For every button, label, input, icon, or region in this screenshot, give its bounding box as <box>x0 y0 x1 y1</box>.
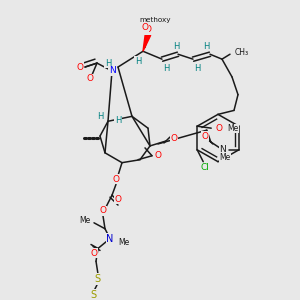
Text: O: O <box>86 74 94 83</box>
Text: Me: Me <box>227 124 238 133</box>
Text: O: O <box>201 132 208 141</box>
Text: O: O <box>145 25 152 34</box>
Text: H: H <box>115 116 121 125</box>
Text: N: N <box>109 67 116 76</box>
Text: Cl: Cl <box>201 163 210 172</box>
Text: CH₃: CH₃ <box>235 48 249 57</box>
Text: N: N <box>219 146 226 154</box>
Text: H: H <box>173 42 179 51</box>
Text: Me: Me <box>118 238 129 247</box>
Text: O: O <box>170 134 178 142</box>
Text: S: S <box>90 290 96 300</box>
Text: N: N <box>106 234 114 244</box>
Text: H: H <box>163 64 169 73</box>
Text: H: H <box>203 42 209 51</box>
Text: O: O <box>112 175 119 184</box>
Text: H: H <box>194 64 200 73</box>
Text: O: O <box>100 206 106 215</box>
Text: H: H <box>135 57 141 66</box>
Text: methoxy: methoxy <box>139 17 171 23</box>
Text: Me: Me <box>79 216 90 225</box>
Text: O: O <box>142 23 148 32</box>
Polygon shape <box>143 34 151 51</box>
Text: O: O <box>154 151 161 160</box>
Text: H: H <box>105 58 111 68</box>
Text: O: O <box>115 195 122 204</box>
Text: H: H <box>97 112 103 121</box>
Text: O: O <box>76 62 83 71</box>
Text: Me: Me <box>219 153 230 162</box>
Text: O: O <box>91 249 98 258</box>
Text: O: O <box>216 124 223 133</box>
Text: S: S <box>94 274 100 284</box>
